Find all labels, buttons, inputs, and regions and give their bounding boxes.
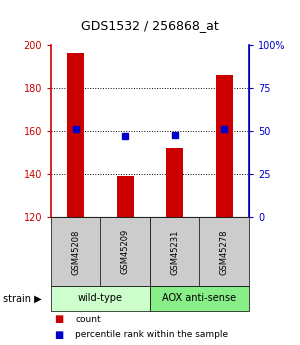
Bar: [67, 53, 84, 217]
Text: count: count: [75, 315, 100, 324]
Bar: [216, 75, 233, 217]
Text: GSM45209: GSM45209: [121, 229, 130, 275]
Text: GSM45278: GSM45278: [220, 229, 229, 275]
Text: ■: ■: [54, 314, 63, 324]
Bar: [166, 148, 183, 217]
Text: ■: ■: [54, 330, 63, 339]
Text: GDS1532 / 256868_at: GDS1532 / 256868_at: [81, 19, 219, 32]
Text: percentile rank within the sample: percentile rank within the sample: [75, 330, 228, 339]
Text: GSM45208: GSM45208: [71, 229, 80, 275]
Text: wild-type: wild-type: [78, 294, 123, 303]
Text: strain ▶: strain ▶: [3, 294, 42, 303]
Text: AOX anti-sense: AOX anti-sense: [162, 294, 237, 303]
Text: GSM45231: GSM45231: [170, 229, 179, 275]
Bar: [117, 176, 134, 217]
